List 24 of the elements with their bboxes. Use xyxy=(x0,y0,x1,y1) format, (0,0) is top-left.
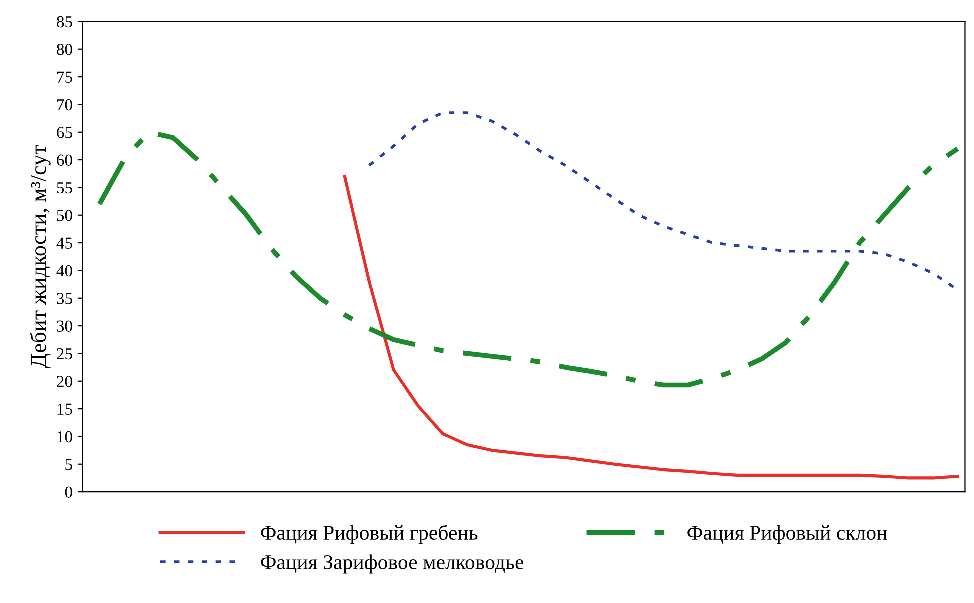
y-tick-label: 70 xyxy=(58,99,72,111)
y-tick-label: 30 xyxy=(57,320,72,332)
y-tick-label: 75 xyxy=(58,72,72,83)
line-series xyxy=(97,130,960,388)
legend-label: Фация Рифовый гребень xyxy=(261,524,478,544)
legend-label: Фация Рифовый склон xyxy=(688,525,888,544)
y-tick-label: 5 xyxy=(66,459,72,470)
y-tick-label: 15 xyxy=(58,404,72,415)
y-tick-label: 35 xyxy=(57,293,72,304)
legend-label: Фация Зарифовое мелководье xyxy=(261,554,524,574)
y-tick-label: 0 xyxy=(65,486,72,498)
y-tick-label: 20 xyxy=(57,376,72,388)
y-tick-label: 55 xyxy=(57,182,72,194)
line-series xyxy=(343,175,960,480)
y-tick-label: 50 xyxy=(57,210,72,222)
y-tick-label: 40 xyxy=(56,265,72,277)
y-tick-label: 80 xyxy=(57,44,72,56)
y-tick-label: 10 xyxy=(58,431,72,443)
y-tick-label: 45 xyxy=(56,238,72,249)
y-tick-label: 25 xyxy=(57,348,72,360)
y-axis-title: Дебит жидкости, м³/сут xyxy=(30,145,51,368)
y-tick-label: 85 xyxy=(57,16,72,28)
y-tick-label: 65 xyxy=(57,127,72,138)
y-tick-label: 60 xyxy=(57,154,72,166)
